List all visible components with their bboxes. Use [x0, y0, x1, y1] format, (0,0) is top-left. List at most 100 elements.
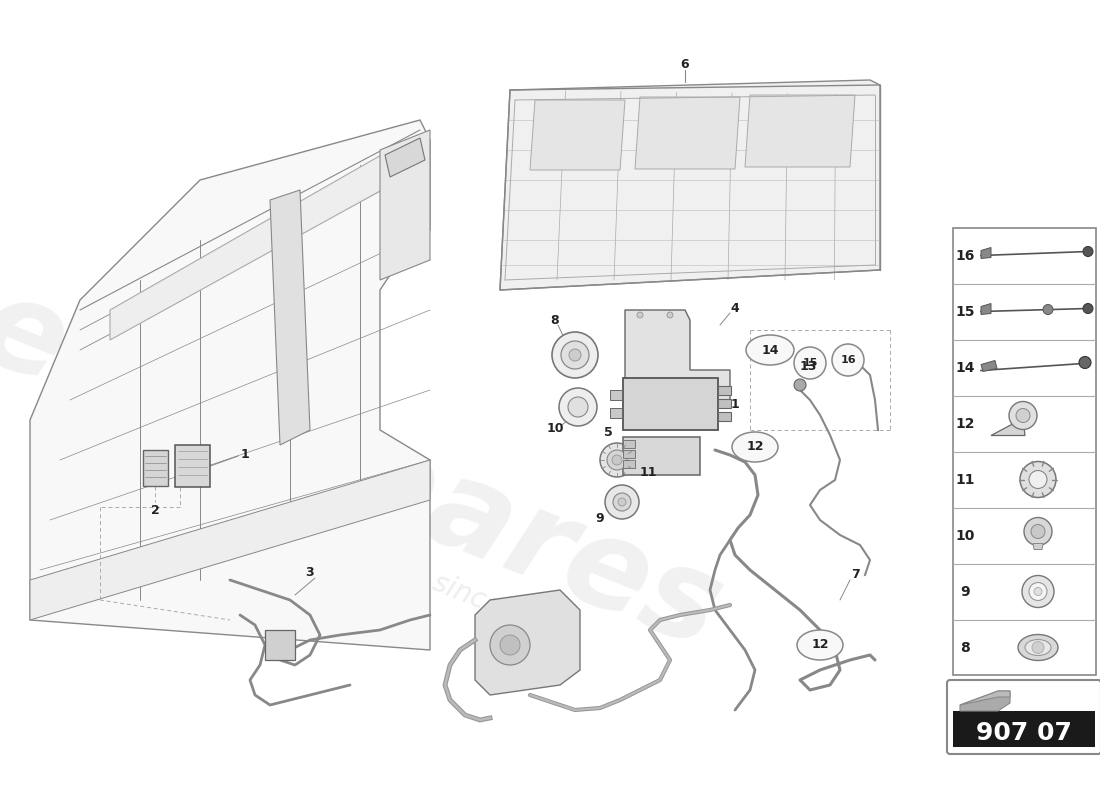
Circle shape [1016, 409, 1030, 422]
Polygon shape [960, 691, 1010, 705]
Ellipse shape [798, 630, 843, 660]
FancyBboxPatch shape [718, 412, 732, 421]
Text: 10: 10 [955, 529, 975, 542]
Circle shape [612, 455, 621, 465]
Circle shape [607, 450, 627, 470]
FancyBboxPatch shape [718, 386, 732, 395]
Circle shape [1024, 518, 1052, 546]
Circle shape [568, 397, 588, 417]
Polygon shape [981, 361, 997, 371]
Text: 11: 11 [639, 466, 657, 478]
Circle shape [600, 443, 634, 477]
Text: 15: 15 [955, 305, 975, 318]
Circle shape [500, 635, 520, 655]
FancyBboxPatch shape [623, 440, 635, 448]
Polygon shape [530, 100, 625, 170]
Ellipse shape [746, 335, 794, 365]
Polygon shape [30, 460, 430, 620]
Ellipse shape [1025, 639, 1050, 655]
Polygon shape [745, 95, 855, 167]
Circle shape [832, 344, 864, 376]
Text: 7: 7 [850, 569, 859, 582]
Text: 9: 9 [960, 585, 970, 598]
Text: eurospares: eurospares [0, 266, 739, 674]
Text: 907 07: 907 07 [976, 721, 1071, 745]
Polygon shape [981, 247, 991, 258]
Polygon shape [635, 97, 740, 169]
Text: 1: 1 [730, 398, 739, 411]
Circle shape [605, 485, 639, 519]
Circle shape [637, 312, 644, 318]
Polygon shape [265, 630, 295, 660]
FancyBboxPatch shape [610, 408, 621, 418]
Text: 14: 14 [955, 361, 975, 374]
Circle shape [1020, 462, 1056, 498]
Circle shape [667, 312, 673, 318]
Text: 11: 11 [955, 473, 975, 486]
Circle shape [794, 347, 826, 379]
Polygon shape [379, 130, 430, 280]
Circle shape [1084, 303, 1093, 314]
Polygon shape [30, 120, 430, 650]
Text: 16: 16 [955, 249, 975, 262]
Polygon shape [960, 691, 1010, 711]
Polygon shape [991, 418, 1025, 435]
Text: 2: 2 [151, 503, 160, 517]
Text: 1: 1 [241, 447, 250, 461]
Circle shape [1028, 582, 1047, 601]
Text: 14: 14 [761, 343, 779, 357]
Polygon shape [1033, 543, 1043, 550]
Circle shape [1022, 575, 1054, 607]
Text: 12: 12 [955, 417, 975, 430]
Circle shape [569, 349, 581, 361]
Circle shape [561, 341, 588, 369]
Polygon shape [110, 150, 400, 340]
FancyBboxPatch shape [718, 399, 732, 408]
Circle shape [1034, 587, 1042, 595]
Circle shape [1031, 525, 1045, 538]
Text: 12: 12 [746, 441, 763, 454]
Polygon shape [981, 303, 991, 314]
FancyBboxPatch shape [610, 390, 621, 400]
Circle shape [490, 625, 530, 665]
FancyBboxPatch shape [953, 228, 1096, 675]
Text: 16: 16 [840, 355, 856, 365]
Text: 13: 13 [800, 359, 816, 373]
Text: 6: 6 [681, 58, 690, 71]
Text: 8: 8 [960, 641, 970, 654]
Text: 15: 15 [802, 358, 817, 368]
Circle shape [559, 388, 597, 426]
Text: a passion for parts since 1985: a passion for parts since 1985 [180, 469, 580, 651]
FancyBboxPatch shape [947, 680, 1100, 754]
FancyBboxPatch shape [623, 460, 635, 468]
Text: 8: 8 [551, 314, 559, 326]
Polygon shape [143, 450, 168, 486]
Polygon shape [175, 445, 210, 487]
Circle shape [794, 379, 806, 391]
Circle shape [613, 493, 631, 511]
Text: 4: 4 [730, 302, 739, 314]
Polygon shape [500, 80, 880, 290]
Circle shape [1084, 246, 1093, 257]
Text: 9: 9 [596, 513, 604, 526]
Text: 10: 10 [547, 422, 563, 434]
Polygon shape [623, 378, 718, 430]
Circle shape [1009, 402, 1037, 430]
Circle shape [552, 332, 598, 378]
Polygon shape [270, 190, 310, 445]
Circle shape [1043, 305, 1053, 314]
Circle shape [618, 498, 626, 506]
Polygon shape [625, 310, 730, 420]
Polygon shape [623, 437, 700, 475]
Polygon shape [475, 590, 580, 695]
Text: 3: 3 [306, 566, 315, 579]
Polygon shape [385, 138, 425, 177]
Circle shape [1079, 357, 1091, 369]
Ellipse shape [732, 432, 778, 462]
Text: 12: 12 [812, 638, 828, 651]
FancyBboxPatch shape [953, 711, 1094, 747]
Text: 5: 5 [604, 426, 613, 439]
Circle shape [1028, 470, 1047, 489]
Circle shape [1032, 642, 1044, 654]
Ellipse shape [1018, 634, 1058, 661]
